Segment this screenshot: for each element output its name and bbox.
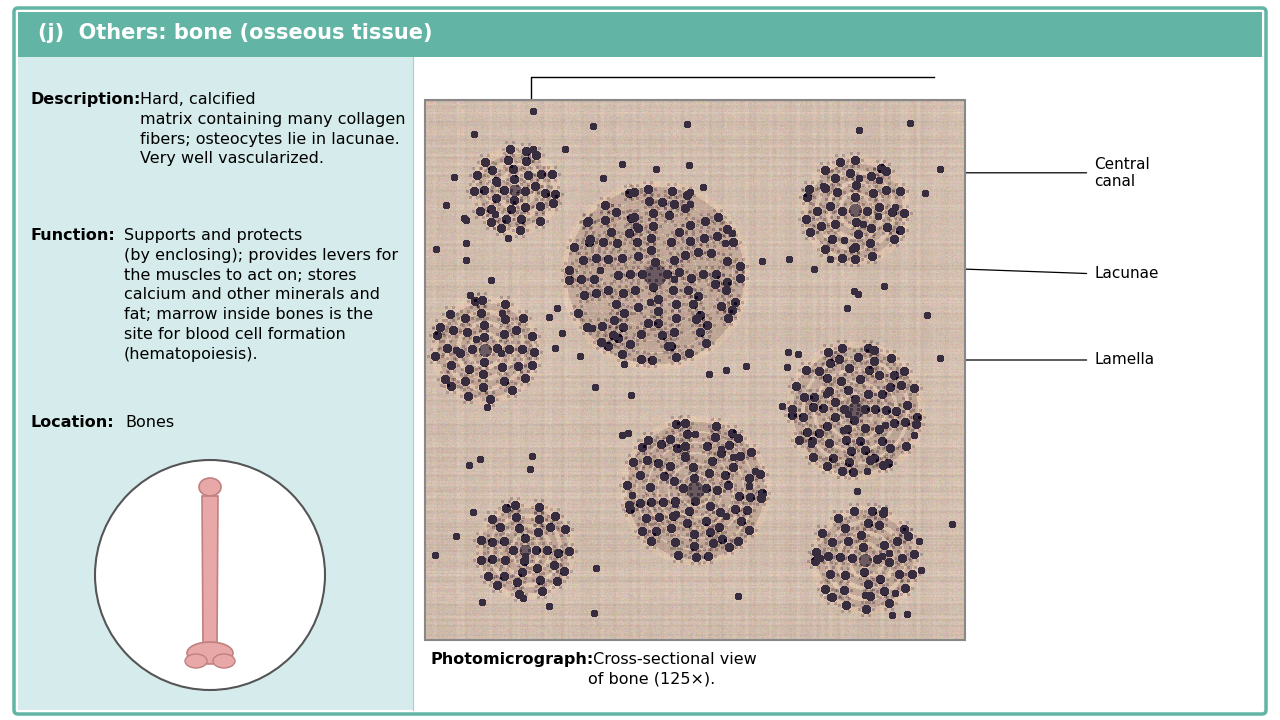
Text: Supports and protects
(by enclosing); provides levers for
the muscles to act on;: Supports and protects (by enclosing); pr…: [124, 228, 398, 361]
Text: Location:: Location:: [29, 415, 114, 430]
FancyBboxPatch shape: [18, 12, 1262, 57]
Circle shape: [95, 460, 325, 690]
Ellipse shape: [198, 478, 221, 496]
Ellipse shape: [186, 654, 207, 668]
Text: Central
canal: Central canal: [1094, 156, 1151, 189]
Text: Photomicrograph:: Photomicrograph:: [430, 652, 593, 667]
Ellipse shape: [212, 654, 236, 668]
Text: Function:: Function:: [29, 228, 115, 243]
Bar: [18, 12, 1262, 57]
Text: Hard, calcified
matrix containing many collagen
fibers; osteocytes lie in lacuna: Hard, calcified matrix containing many c…: [140, 92, 406, 166]
Text: Description:: Description:: [29, 92, 141, 107]
Text: Bones: Bones: [125, 415, 174, 430]
Text: Lacunae: Lacunae: [1094, 266, 1158, 281]
Text: Cross-sectional view
of bone (125×).: Cross-sectional view of bone (125×).: [588, 652, 756, 687]
Bar: [425, 100, 965, 640]
Text: Lamella: Lamella: [1094, 353, 1155, 367]
Bar: [18, 57, 413, 710]
FancyBboxPatch shape: [14, 8, 1266, 714]
Bar: [413, 57, 1262, 710]
Polygon shape: [202, 496, 218, 645]
Ellipse shape: [187, 642, 233, 664]
Text: (j)  Others: bone (osseous tissue): (j) Others: bone (osseous tissue): [38, 23, 433, 43]
